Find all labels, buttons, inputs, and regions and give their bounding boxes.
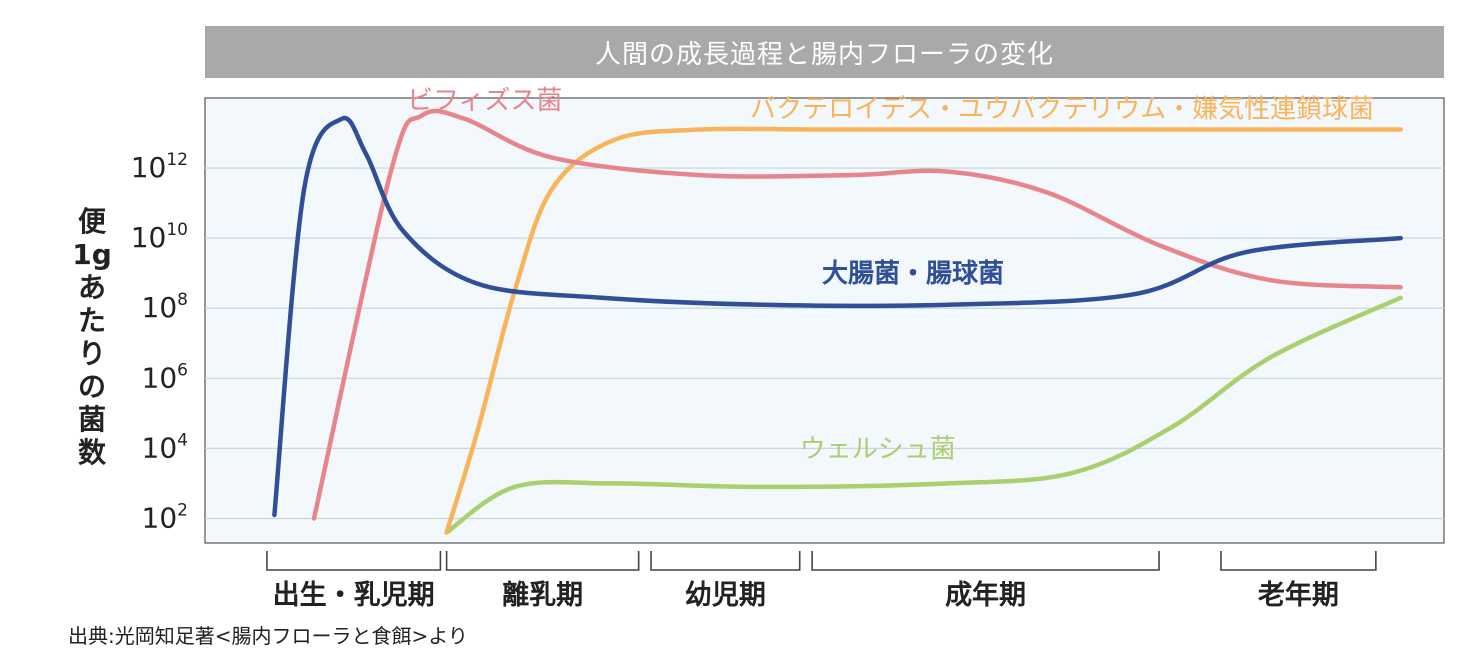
y-label-char: の <box>77 370 106 403</box>
y-tick-label: 104 <box>142 430 188 464</box>
y-tick-label: 1010 <box>131 220 188 254</box>
period-bracket <box>445 551 640 571</box>
period-label: 出生・乳児期 <box>273 580 435 611</box>
series-label: 大腸菌・腸球菌 <box>822 259 1004 289</box>
y-label-char: た <box>77 304 106 337</box>
y-label-char: 数 <box>77 436 106 469</box>
plot-area <box>204 97 1445 544</box>
y-tick-label: 108 <box>142 290 188 324</box>
series-line <box>444 295 1403 535</box>
period-bracket <box>650 551 801 571</box>
period-label: 成年期 <box>945 579 1026 611</box>
y-label-char: あ <box>77 271 106 304</box>
series-label: バクテロイデス・ユウバクテリウム・嫌気性連鎖球菌 <box>750 95 1374 125</box>
y-tick-label: 1012 <box>131 150 188 184</box>
y-label-char: 1g <box>72 238 112 271</box>
period-bracket <box>266 551 442 571</box>
period-bracket <box>811 551 1160 571</box>
chart-title: 人間の成長過程と腸内フローラの変化 <box>205 26 1444 78</box>
y-axis-label: 便 1g あ た り の 菌 数 <box>70 205 114 469</box>
y-label-char: 菌 <box>77 403 106 436</box>
period-bracket <box>1220 551 1377 571</box>
period-label: 離乳期 <box>502 579 583 611</box>
y-tick-label: 106 <box>142 360 188 394</box>
series-label: ウェルシュ菌 <box>800 434 956 464</box>
y-label-char: 便 <box>77 205 106 238</box>
series-label: ビフィズス菌 <box>407 86 562 116</box>
source-note: 出典:光岡知足著<腸内フローラと食餌>より <box>68 624 468 648</box>
y-label-char: り <box>77 337 106 370</box>
series-line <box>272 115 1403 518</box>
series-line <box>444 126 1403 535</box>
y-tick-label: 102 <box>142 500 188 534</box>
series-line <box>311 108 1403 521</box>
period-label: 老年期 <box>1258 579 1339 611</box>
period-label: 幼児期 <box>685 580 766 611</box>
